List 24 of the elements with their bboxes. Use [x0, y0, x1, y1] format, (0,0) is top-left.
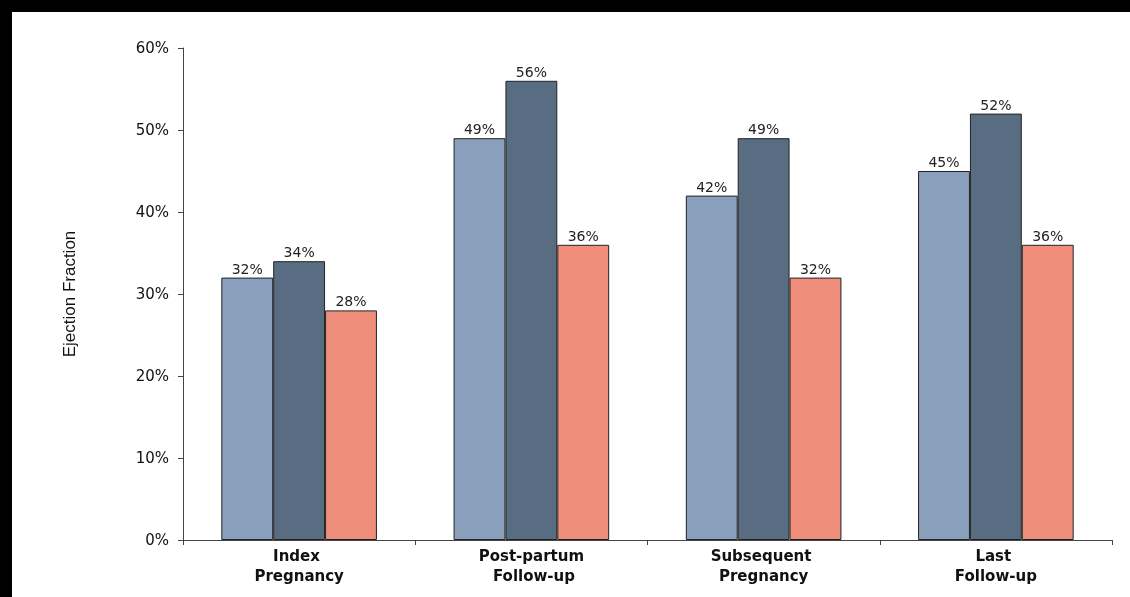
y-tick-label: 30% [135, 285, 169, 303]
y-axis-title: Ejection Fraction [60, 230, 79, 358]
data-label: 42% [696, 178, 728, 195]
data-label: 49% [463, 121, 496, 138]
y-tick-label: 40% [135, 203, 169, 221]
x-tick-label: Last Follow-up [954, 547, 1038, 585]
y-tick-label: 20% [135, 367, 169, 385]
data-label: 45% [928, 154, 960, 170]
x-tick-label: Subsequent Pregnancy [710, 547, 817, 585]
data-label: 52% [980, 96, 1012, 113]
y-tick-label: 50% [135, 121, 169, 139]
y-tick-label: 60% [135, 39, 169, 57]
data-label: 28% [335, 293, 367, 310]
data-label: 49% [748, 121, 780, 138]
x-tick-label: Post-partum Follow-up [478, 547, 585, 585]
data-label: 34% [283, 244, 315, 261]
data-label: 36% [1032, 227, 1064, 244]
y-tick-label: 10% [135, 449, 169, 467]
x-tick-label: Index Pregnancy [254, 547, 345, 585]
y-tick-label: 0% [145, 531, 169, 549]
data-label: 32% [799, 260, 832, 277]
data-label: 56% [515, 63, 547, 80]
data-label: 36% [567, 227, 599, 244]
data-label: 32% [231, 260, 263, 277]
